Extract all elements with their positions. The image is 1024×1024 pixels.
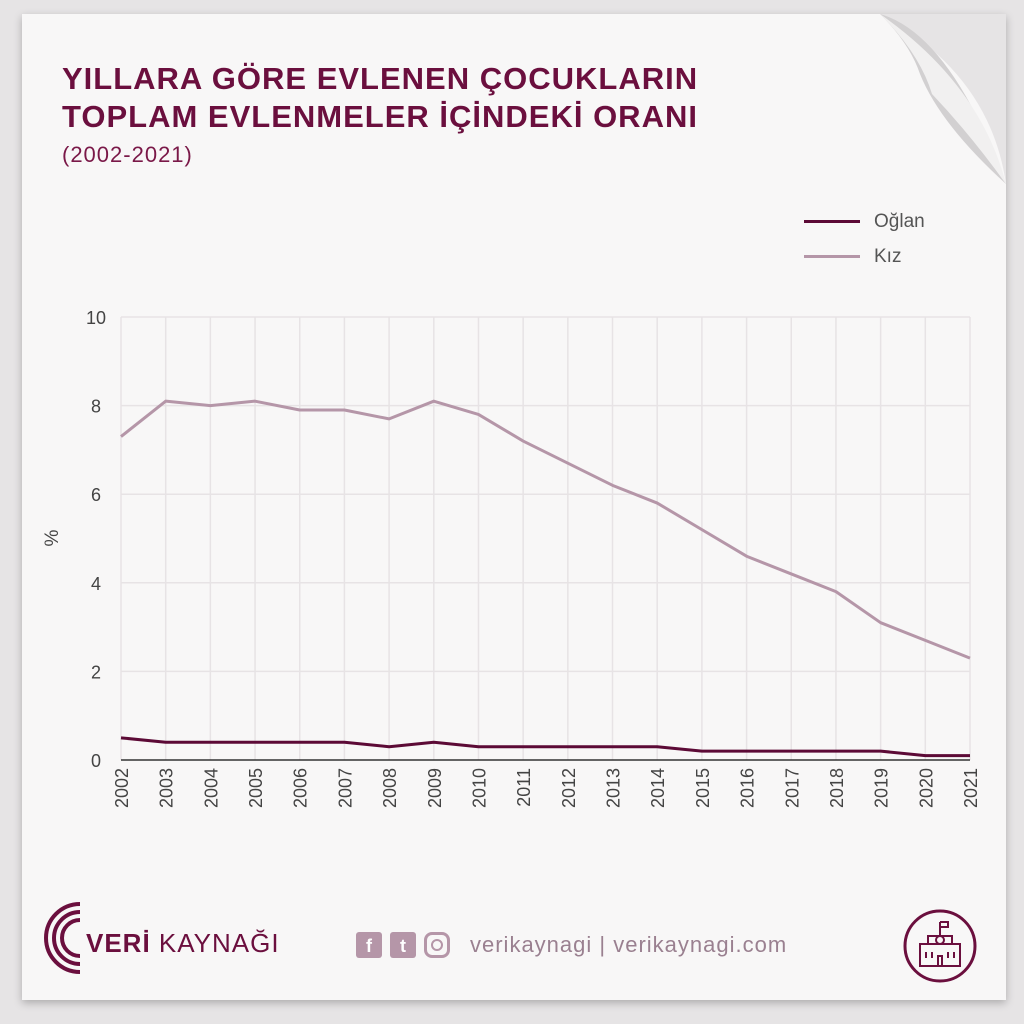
x-tick-label: 2018: [827, 768, 847, 808]
x-tick-label: 2021: [961, 768, 981, 808]
y-tick-label: 10: [86, 308, 106, 328]
x-tick-label: 2003: [157, 768, 177, 808]
legend-swatch-oglan: [804, 220, 860, 223]
instagram-icon[interactable]: [424, 932, 450, 958]
page-curl: [880, 14, 1006, 184]
legend-item-oglan[interactable]: Oğlan: [804, 204, 925, 239]
x-tick-label: 2019: [872, 768, 892, 808]
legend-label-oglan: Oğlan: [874, 210, 925, 232]
x-tick-label: 2008: [380, 768, 400, 808]
x-tick-label: 2007: [335, 768, 355, 808]
chart-title: YILLARA GÖRE EVLENEN ÇOCUKLARIN TOPLAM E…: [62, 60, 698, 136]
legend-swatch-kiz: [804, 255, 860, 258]
school-badge-icon: [903, 909, 977, 983]
title-line-2: TOPLAM EVLENMELER İÇİNDEKİ ORANI: [62, 99, 698, 134]
y-tick-label: 2: [91, 662, 101, 682]
x-tick-label: 2014: [648, 768, 668, 808]
y-tick-label: 0: [91, 751, 101, 771]
brand-rest: KAYNAĞI: [150, 928, 280, 958]
x-tick-label: 2020: [916, 768, 936, 808]
x-tick-label: 2017: [782, 768, 802, 808]
paper-background: [22, 14, 1006, 1000]
x-tick-label: 2011: [514, 768, 534, 807]
x-tick-label: 2012: [559, 768, 579, 808]
x-tick-label: 2006: [291, 768, 311, 808]
legend: Oğlan Kız: [804, 204, 925, 274]
y-axis-label: %: [42, 529, 63, 546]
veri-kaynagi-logo-icon: [44, 902, 81, 974]
x-tick-label: 2015: [693, 768, 713, 808]
x-tick-label: 2013: [604, 768, 624, 808]
x-tick-label: 2005: [246, 768, 266, 808]
x-tick-label: 2004: [201, 768, 221, 808]
x-tick-label: 2010: [469, 768, 489, 808]
footer-url[interactable]: verikaynagi | verikaynagi.com: [470, 932, 788, 957]
facebook-icon[interactable]: f: [356, 932, 382, 958]
x-tick-label: 2016: [738, 768, 758, 808]
twitter-icon[interactable]: t: [390, 932, 416, 958]
series-line-kiz: [120, 399, 971, 660]
series-line-oglan: [120, 736, 970, 758]
x-tick-label: 2009: [425, 768, 445, 808]
y-tick-label: 6: [91, 485, 101, 505]
brand-name: VERİ KAYNAĞI: [86, 928, 280, 959]
social-icons: f t: [356, 932, 450, 958]
legend-label-kiz: Kız: [874, 245, 902, 267]
y-tick-label: 4: [91, 574, 101, 594]
brand-bold: VERİ: [86, 928, 151, 958]
chart-subtitle: (2002-2021): [62, 142, 193, 167]
legend-item-kiz[interactable]: Kız: [804, 239, 925, 274]
y-tick-label: 8: [91, 397, 101, 417]
title-line-1: YILLARA GÖRE EVLENEN ÇOCUKLARIN: [62, 61, 699, 96]
x-tick-label: 2002: [112, 768, 132, 808]
